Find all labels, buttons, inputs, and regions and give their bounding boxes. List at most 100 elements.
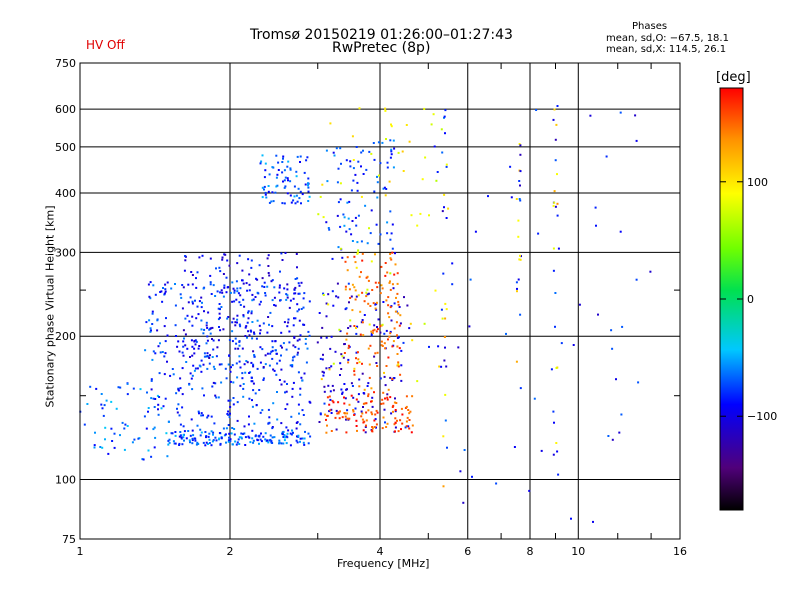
data-point	[406, 304, 409, 307]
data-point	[209, 283, 212, 286]
data-point	[208, 432, 211, 435]
data-point	[349, 319, 352, 322]
data-point	[150, 388, 153, 391]
data-point	[237, 438, 240, 441]
data-point	[251, 299, 254, 302]
data-point	[331, 384, 334, 387]
data-point	[362, 334, 365, 337]
data-point	[219, 329, 222, 332]
data-point	[123, 427, 126, 430]
data-point	[397, 300, 400, 303]
data-point	[328, 395, 331, 398]
data-point	[210, 293, 213, 295]
data-point	[227, 440, 230, 443]
data-point	[233, 289, 236, 292]
data-point	[396, 292, 399, 295]
data-point	[374, 303, 377, 306]
data-point	[356, 251, 359, 254]
data-point	[184, 255, 187, 257]
data-point	[154, 293, 157, 296]
data-point	[293, 355, 296, 358]
data-point	[193, 340, 196, 343]
data-point	[326, 180, 329, 183]
data-point	[203, 355, 206, 358]
data-point	[149, 330, 152, 333]
data-point	[345, 388, 348, 391]
data-point	[517, 235, 520, 238]
data-point	[443, 206, 445, 209]
data-point	[381, 323, 384, 326]
data-point	[330, 408, 333, 411]
data-point	[176, 407, 178, 410]
data-point	[196, 441, 199, 444]
data-point	[218, 363, 221, 366]
data-point	[191, 388, 194, 391]
data-point	[263, 188, 265, 191]
data-point	[471, 475, 473, 478]
data-point	[202, 332, 205, 335]
data-point	[167, 439, 170, 442]
data-point	[278, 286, 281, 289]
data-point	[319, 357, 322, 360]
data-point	[182, 345, 185, 348]
data-point	[388, 335, 391, 338]
data-point	[117, 386, 120, 389]
data-point	[332, 151, 335, 154]
data-point	[305, 159, 308, 162]
data-point	[181, 443, 184, 446]
data-point	[270, 350, 273, 353]
data-point	[328, 368, 331, 371]
data-point	[387, 304, 390, 307]
data-point	[411, 339, 414, 342]
data-point	[250, 330, 253, 333]
data-point	[354, 298, 357, 301]
data-point	[379, 325, 382, 328]
data-point	[410, 214, 413, 217]
data-point	[352, 409, 355, 411]
data-point	[261, 277, 264, 280]
data-point	[516, 290, 518, 293]
data-point	[338, 328, 341, 331]
data-point	[364, 402, 367, 405]
data-point	[152, 284, 155, 287]
data-point	[445, 217, 448, 219]
data-point	[592, 520, 594, 523]
data-point	[360, 271, 362, 274]
data-point	[285, 348, 288, 351]
data-point	[271, 279, 274, 282]
data-point	[191, 315, 194, 318]
data-point	[343, 396, 345, 399]
data-point	[296, 277, 299, 280]
data-point	[289, 444, 292, 447]
data-point	[375, 301, 378, 304]
data-point	[383, 371, 385, 374]
data-point	[331, 257, 334, 260]
data-point	[256, 367, 259, 370]
data-point	[282, 157, 284, 160]
data-point	[194, 439, 197, 442]
data-point	[248, 289, 251, 292]
data-point	[151, 312, 154, 315]
data-point	[394, 263, 397, 266]
data-point	[340, 368, 343, 370]
data-point	[396, 334, 398, 337]
data-point	[244, 436, 247, 439]
data-point	[423, 107, 426, 110]
data-point	[131, 441, 134, 444]
data-point	[394, 426, 397, 429]
data-point	[251, 429, 254, 432]
data-point	[292, 199, 295, 202]
data-point	[271, 340, 274, 343]
data-point	[363, 300, 366, 303]
data-point	[236, 318, 239, 321]
data-point	[351, 385, 354, 387]
data-point	[211, 440, 214, 443]
data-point	[371, 396, 374, 399]
data-point	[208, 442, 211, 444]
data-point	[174, 431, 177, 433]
data-point	[365, 168, 368, 171]
data-point	[227, 424, 230, 426]
data-point	[309, 435, 312, 438]
data-point	[227, 439, 230, 442]
data-point	[225, 276, 228, 279]
